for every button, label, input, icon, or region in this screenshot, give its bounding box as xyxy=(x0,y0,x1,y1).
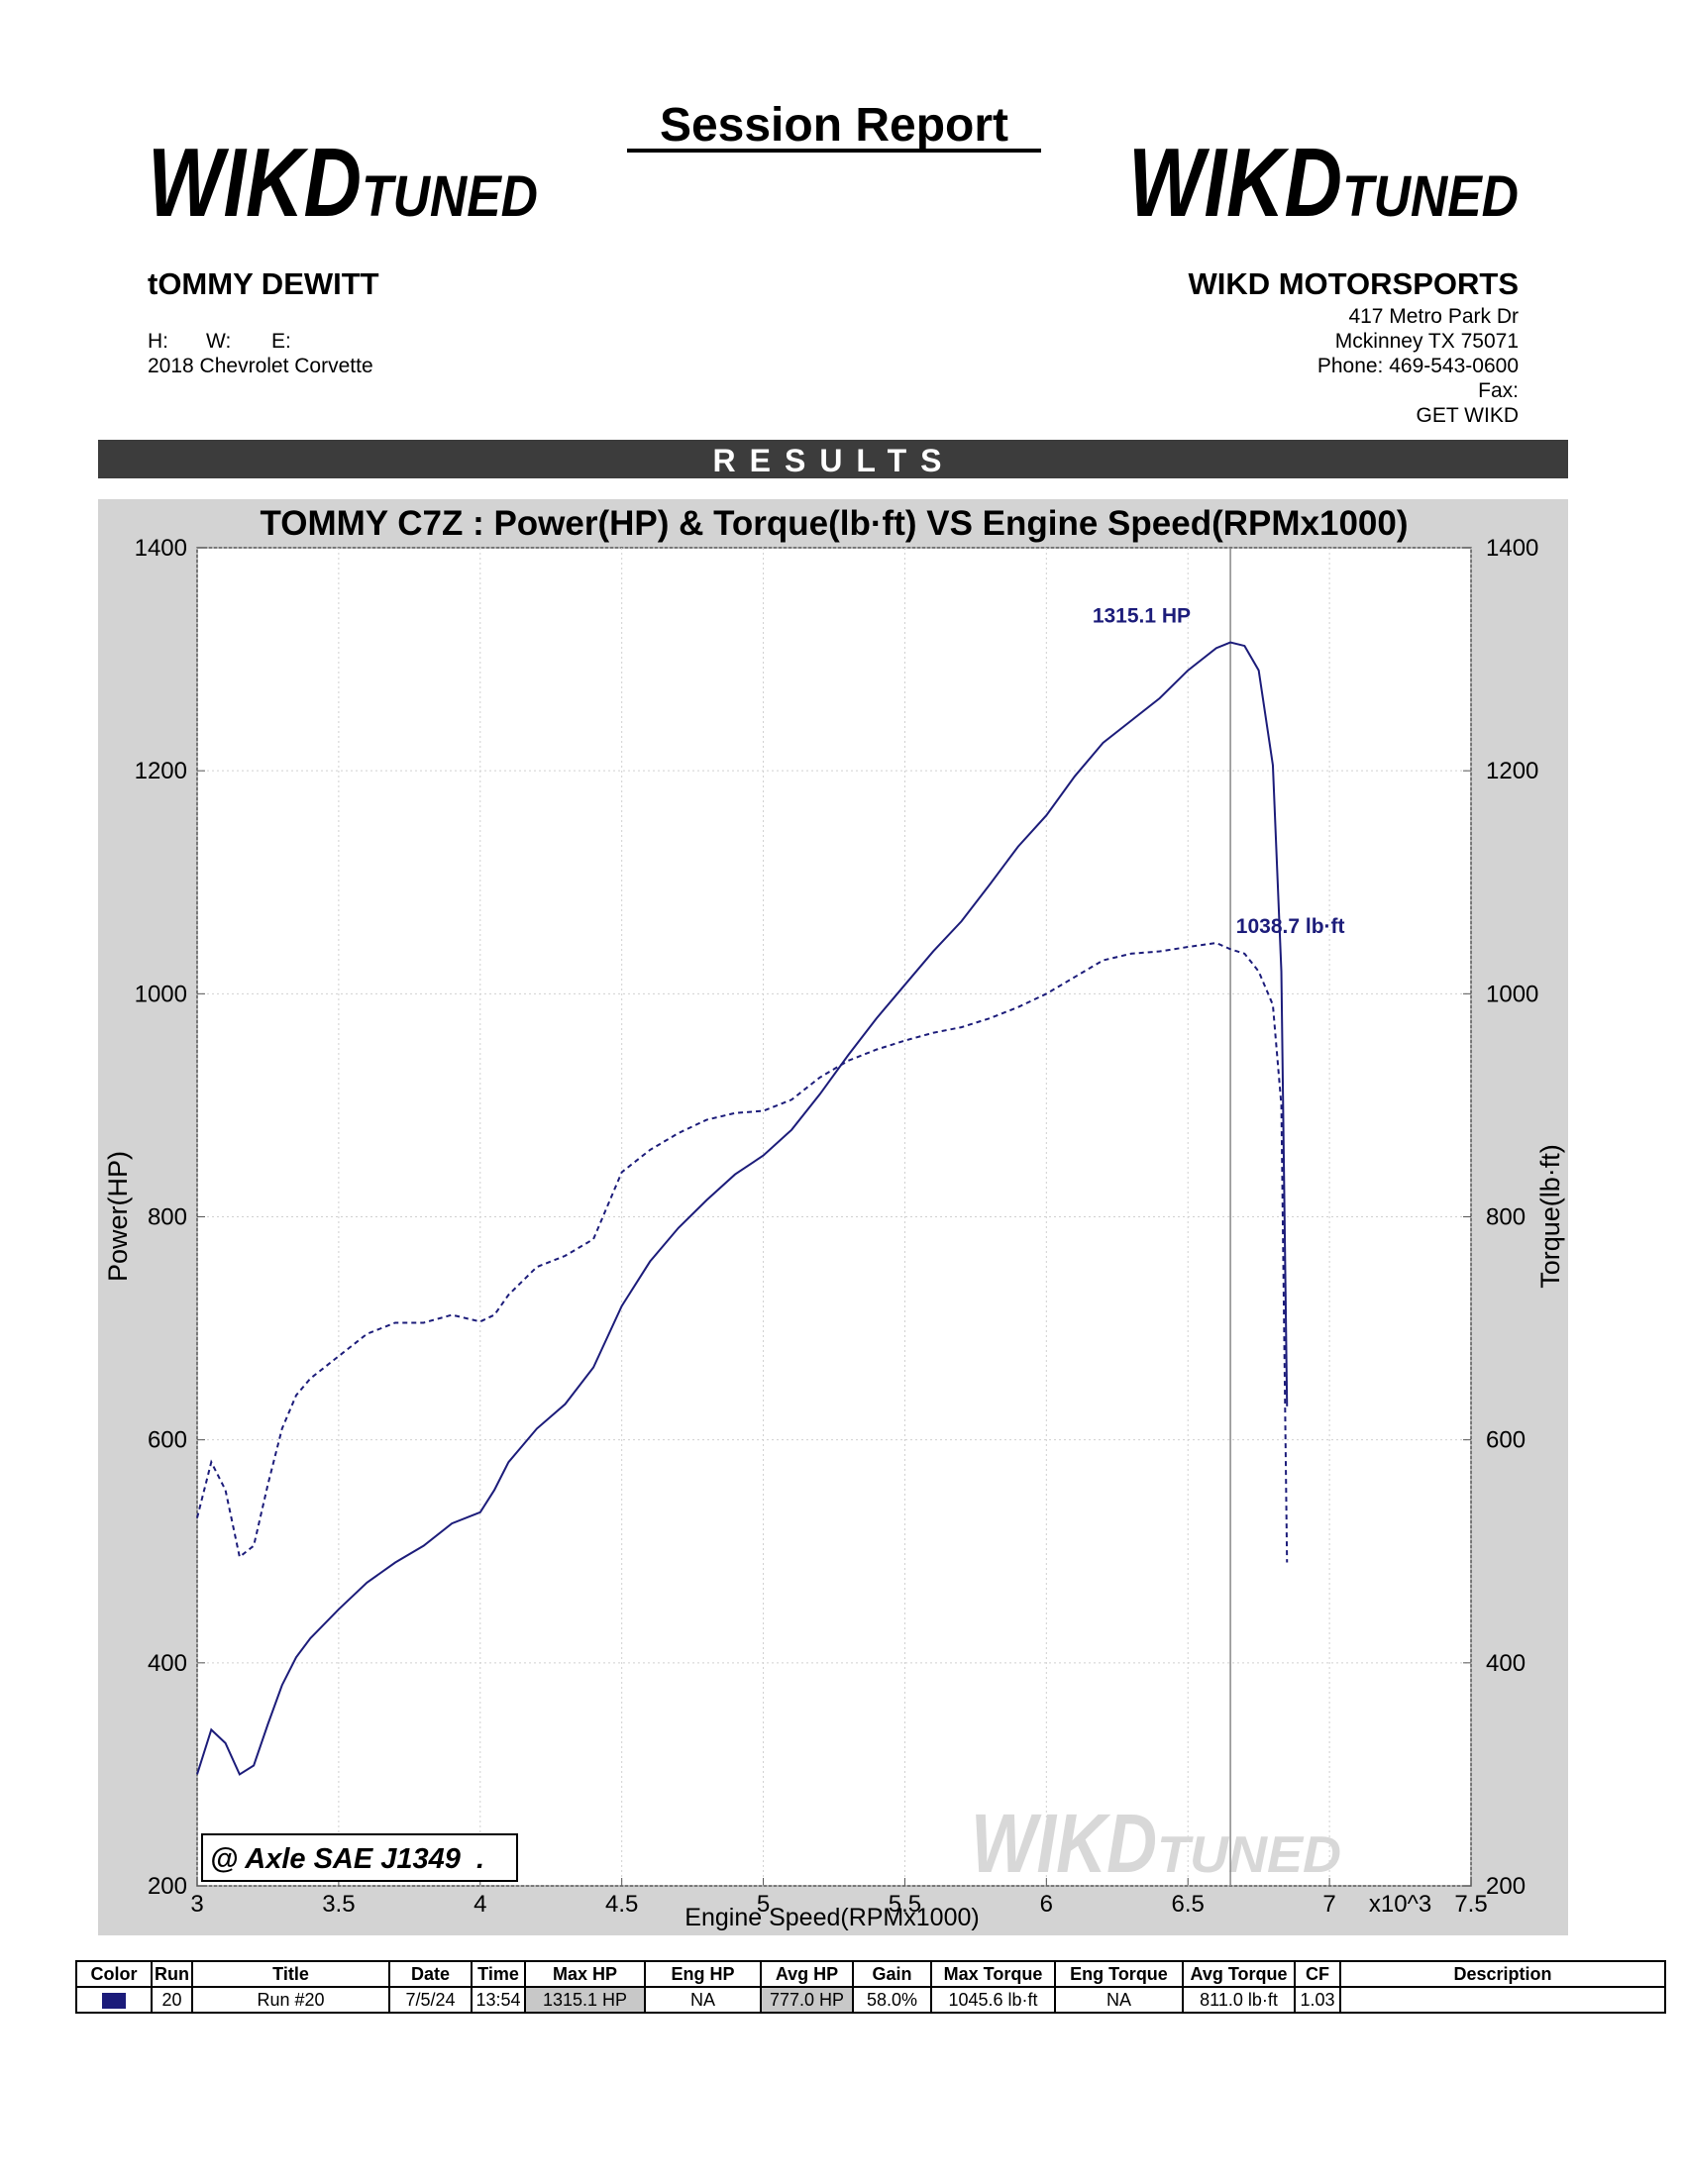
logo-left: WIKD TUNED xyxy=(148,128,538,237)
logo-right: WIKD TUNED xyxy=(1128,128,1519,237)
results-bar xyxy=(98,440,1568,478)
plot: 1315.1 HP 1038.7 lb·ft xyxy=(196,548,1345,1886)
table-header-cell: Time xyxy=(471,1960,526,1988)
y-tick-label: 1000 xyxy=(135,981,187,1007)
table-header-cell: Max Torque xyxy=(930,1960,1056,1988)
report-title: Session Report xyxy=(660,99,1008,152)
address-line: Mckinney TX 75071 xyxy=(1335,330,1519,353)
table-cell: NA xyxy=(1054,1986,1184,2014)
address-line: GET WIKD xyxy=(1417,404,1519,427)
logo-light: TUNED xyxy=(1342,164,1519,229)
contact-e: E: xyxy=(271,330,291,353)
x-axis-label: Engine Speed(RPMx1000) xyxy=(684,1904,979,1931)
x-tick-label: 5.5 xyxy=(889,1891,921,1918)
y2-tick-label: 1000 xyxy=(1486,981,1538,1007)
x-tick-label: 4.5 xyxy=(605,1891,638,1918)
color-swatch xyxy=(102,1993,126,2010)
table-header-cell: Avg HP xyxy=(760,1960,854,1988)
table-header-cell: CF xyxy=(1294,1960,1341,1988)
x-tick-label: 3 xyxy=(190,1891,203,1918)
table-cell: 777.0 HP xyxy=(760,1986,854,2014)
table-header-cell: Eng Torque xyxy=(1054,1960,1184,1988)
table-header-cell: Color xyxy=(75,1960,153,1988)
y-tick-label: 800 xyxy=(148,1204,187,1231)
table-cell: 7/5/24 xyxy=(388,1986,473,2014)
peak-annotation: 1038.7 lb·ft xyxy=(1236,915,1345,938)
x-tick-label: 6 xyxy=(1040,1891,1053,1918)
address-line: Phone: 469-543-0600 xyxy=(1317,355,1519,377)
contact-w: W: xyxy=(206,330,231,353)
table-header-cell: Gain xyxy=(852,1960,932,1988)
x-tick-label: 5 xyxy=(757,1891,770,1918)
chart-title: TOMMY C7Z : Power(HP) & Torque(lb·ft) VS… xyxy=(261,504,1409,543)
y-tick-label: 1200 xyxy=(135,758,187,784)
series-line xyxy=(196,641,1289,1776)
logo-light: TUNED xyxy=(362,164,538,229)
table-cell: 1045.6 lb·ft xyxy=(930,1986,1056,2014)
y2-tick-label: 200 xyxy=(1486,1873,1526,1900)
plot-area xyxy=(196,547,1472,1887)
results-table: Color Run Title Date Time Max HP Eng HP Avg HP G… xyxy=(75,1960,1666,2014)
y2-tick-label: 600 xyxy=(1486,1427,1526,1454)
watermark-light: TUNED xyxy=(1157,1826,1341,1884)
table-header-cell: Eng HP xyxy=(644,1960,762,1988)
table-cell: 58.0% xyxy=(852,1986,932,2014)
table-cell: 1.03 xyxy=(1294,1986,1341,2014)
logo-bold: WIKD xyxy=(1128,128,1342,237)
x-tick-label: 7.5 xyxy=(1454,1891,1487,1918)
x-tick-label: 7 xyxy=(1322,1891,1335,1918)
table-cell: 20 xyxy=(151,1986,193,2014)
table-cell: 811.0 lb·ft xyxy=(1182,1986,1296,2014)
standard-box xyxy=(201,1833,518,1882)
y2-axis-label: Torque(lb·ft) xyxy=(1535,1144,1565,1289)
color-cell xyxy=(75,1986,153,2014)
grid xyxy=(196,547,1472,1887)
x-tick-label: 4 xyxy=(474,1891,486,1918)
table-header-cell: Date xyxy=(388,1960,473,1988)
table-row: 20 Run #20 7/5/24 13:54 1315.1 HP NA 777.0 HP 5… xyxy=(75,1986,1666,2014)
vehicle: 2018 Chevrolet Corvette xyxy=(148,355,373,377)
x-tick-label: 6.5 xyxy=(1172,1891,1205,1918)
y2-tick-label: 1200 xyxy=(1486,758,1538,784)
results-label: RESULTS xyxy=(713,443,956,478)
table-cell: 1315.1 HP xyxy=(524,1986,646,2014)
x-multiplier: x10^3 xyxy=(1369,1891,1431,1918)
y2-tick-label: 1400 xyxy=(1486,535,1538,562)
logo-bold: WIKD xyxy=(148,128,362,237)
y-tick-label: 1400 xyxy=(135,535,187,562)
table-header-cell: Run xyxy=(151,1960,193,1988)
x-tick-label: 3.5 xyxy=(322,1891,355,1918)
address-line: 417 Metro Park Dr xyxy=(1348,305,1519,328)
table-header-cell: Title xyxy=(191,1960,390,1988)
contact-h: H: xyxy=(148,330,168,353)
y-tick-label: 200 xyxy=(148,1873,187,1900)
table-cell: 13:54 xyxy=(471,1986,526,2014)
y2-tick-label: 400 xyxy=(1486,1650,1526,1677)
table-cell: Run #20 xyxy=(191,1986,390,2014)
table-cell: NA xyxy=(644,1986,762,2014)
watermark-bold: WIKD xyxy=(971,1797,1157,1890)
y-tick-label: 600 xyxy=(148,1427,187,1454)
table-header-row: Color Run Title Date Time Max HP Eng HP Avg HP G… xyxy=(75,1960,1666,1988)
watermark: WIKD TUNED xyxy=(971,1797,1341,1890)
table-header-cell: Description xyxy=(1339,1960,1666,1988)
y-axis-label: Power(HP) xyxy=(103,1151,133,1282)
y-tick-label: 400 xyxy=(148,1650,187,1677)
table-header-cell: Max HP xyxy=(524,1960,646,1988)
peak-annotation: 1315.1 HP xyxy=(1093,605,1191,628)
shop-name: WIKD MOTORSPORTS xyxy=(1188,266,1519,301)
address-line: Fax: xyxy=(1478,379,1519,402)
standard-label: @ Axle SAE J1349 . xyxy=(210,1843,484,1875)
empty-cell xyxy=(1339,1986,1666,2014)
customer-name: tOMMY DEWITT xyxy=(148,266,379,301)
table-header-cell: Avg Torque xyxy=(1182,1960,1296,1988)
y2-tick-label: 800 xyxy=(1486,1204,1526,1231)
series-line xyxy=(196,941,1289,1563)
